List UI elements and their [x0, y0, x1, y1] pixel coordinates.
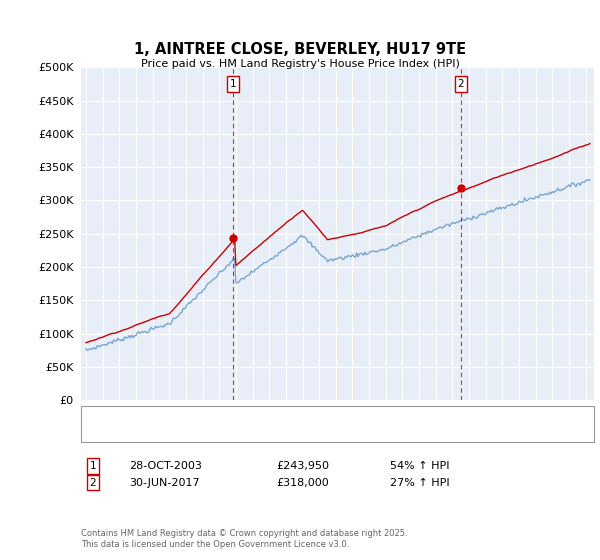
Text: 1: 1 — [89, 461, 97, 471]
Text: Contains HM Land Registry data © Crown copyright and database right 2025.
This d: Contains HM Land Registry data © Crown c… — [81, 529, 407, 549]
Text: 30-JUN-2017: 30-JUN-2017 — [129, 478, 200, 488]
Text: ——: —— — [96, 427, 111, 440]
Text: £318,000: £318,000 — [276, 478, 329, 488]
Text: 2: 2 — [89, 478, 97, 488]
Text: 1, AINTREE CLOSE, BEVERLEY, HU17 9TE (detached house): 1, AINTREE CLOSE, BEVERLEY, HU17 9TE (de… — [138, 411, 427, 421]
Text: 1: 1 — [230, 79, 236, 89]
Text: 2: 2 — [457, 79, 464, 89]
Text: 27% ↑ HPI: 27% ↑ HPI — [390, 478, 449, 488]
Text: HPI: Average price, detached house, East Riding of Yorkshire: HPI: Average price, detached house, East… — [138, 428, 433, 438]
Text: 1, AINTREE CLOSE, BEVERLEY, HU17 9TE: 1, AINTREE CLOSE, BEVERLEY, HU17 9TE — [134, 42, 466, 57]
Text: £243,950: £243,950 — [276, 461, 329, 471]
Text: 28-OCT-2003: 28-OCT-2003 — [129, 461, 202, 471]
Text: Price paid vs. HM Land Registry's House Price Index (HPI): Price paid vs. HM Land Registry's House … — [140, 59, 460, 69]
Text: 54% ↑ HPI: 54% ↑ HPI — [390, 461, 449, 471]
Text: ——: —— — [96, 410, 111, 423]
